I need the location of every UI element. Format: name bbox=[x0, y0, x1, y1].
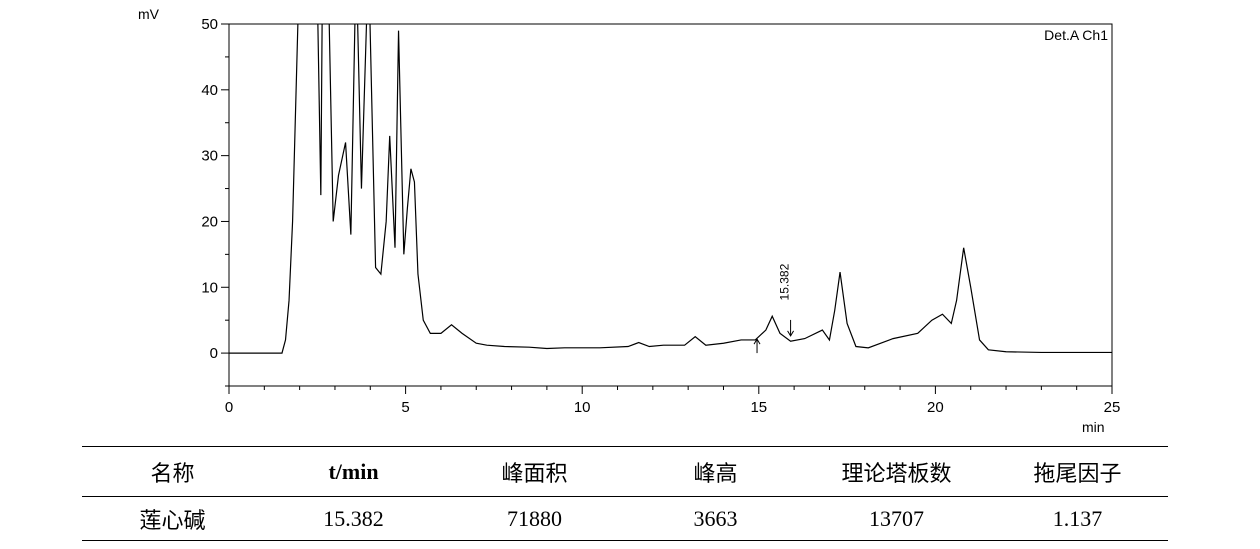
chromatogram-chart: 0 10 20 30 40 50 0 5 10 15 20 25 mV min Det.A Ch1 … bbox=[138, 6, 1121, 435]
x-tick-label: 5 bbox=[401, 399, 409, 416]
x-tick-label: 0 bbox=[225, 399, 233, 416]
cell-peak-height: 3663 bbox=[625, 496, 806, 541]
y-tick-label: 10 bbox=[201, 279, 218, 296]
x-tick-label: 25 bbox=[1104, 399, 1121, 416]
results-table: 名称 t/min 峰面积 峰高 理论塔板数 拖尾因子 莲心碱 15.382 71… bbox=[82, 446, 1168, 541]
x-tick-label: 10 bbox=[574, 399, 591, 416]
table-header-row: 名称 t/min 峰面积 峰高 理论塔板数 拖尾因子 bbox=[82, 446, 1168, 497]
header-peak-height: 峰高 bbox=[625, 446, 806, 497]
y-tick-label: 20 bbox=[201, 213, 218, 230]
peak-retention-label: 15.382 bbox=[777, 263, 791, 300]
x-axis: 0 5 10 15 20 25 bbox=[225, 386, 1121, 416]
y-tick-label: 30 bbox=[201, 148, 218, 165]
integration-end-arrowhead bbox=[787, 330, 795, 337]
y-tick-label: 0 bbox=[210, 345, 218, 362]
cell-name: 莲心碱 bbox=[82, 496, 263, 541]
y-axis-unit-label: mV bbox=[138, 6, 160, 22]
table-row: 莲心碱 15.382 71880 3663 13707 1.137 bbox=[82, 496, 1168, 541]
chromatogram-trace bbox=[229, 24, 1112, 354]
header-peak-area: 峰面积 bbox=[444, 446, 625, 497]
cell-theoretical-plates: 13707 bbox=[806, 496, 987, 541]
detector-channel-label: Det.A Ch1 bbox=[1044, 27, 1108, 43]
cell-retention-time: 15.382 bbox=[263, 496, 444, 541]
y-axis: 0 10 20 30 40 50 bbox=[201, 16, 229, 387]
cell-tailing-factor: 1.137 bbox=[987, 496, 1168, 541]
x-axis-unit-label: min bbox=[1082, 419, 1105, 435]
plot-frame bbox=[228, 23, 1113, 387]
cell-peak-area: 71880 bbox=[444, 496, 625, 541]
header-theoretical-plates: 理论塔板数 bbox=[806, 446, 987, 497]
peak-annotation: 15.382 bbox=[753, 263, 795, 354]
x-tick-label: 20 bbox=[927, 399, 944, 416]
header-retention-time: t/min bbox=[263, 446, 444, 497]
header-tailing-factor: 拖尾因子 bbox=[987, 446, 1168, 497]
x-tick-label: 15 bbox=[750, 399, 767, 416]
y-tick-label: 40 bbox=[201, 82, 218, 99]
header-name: 名称 bbox=[82, 446, 263, 497]
integration-start-arrowhead bbox=[753, 338, 761, 345]
y-tick-label: 50 bbox=[201, 16, 218, 33]
